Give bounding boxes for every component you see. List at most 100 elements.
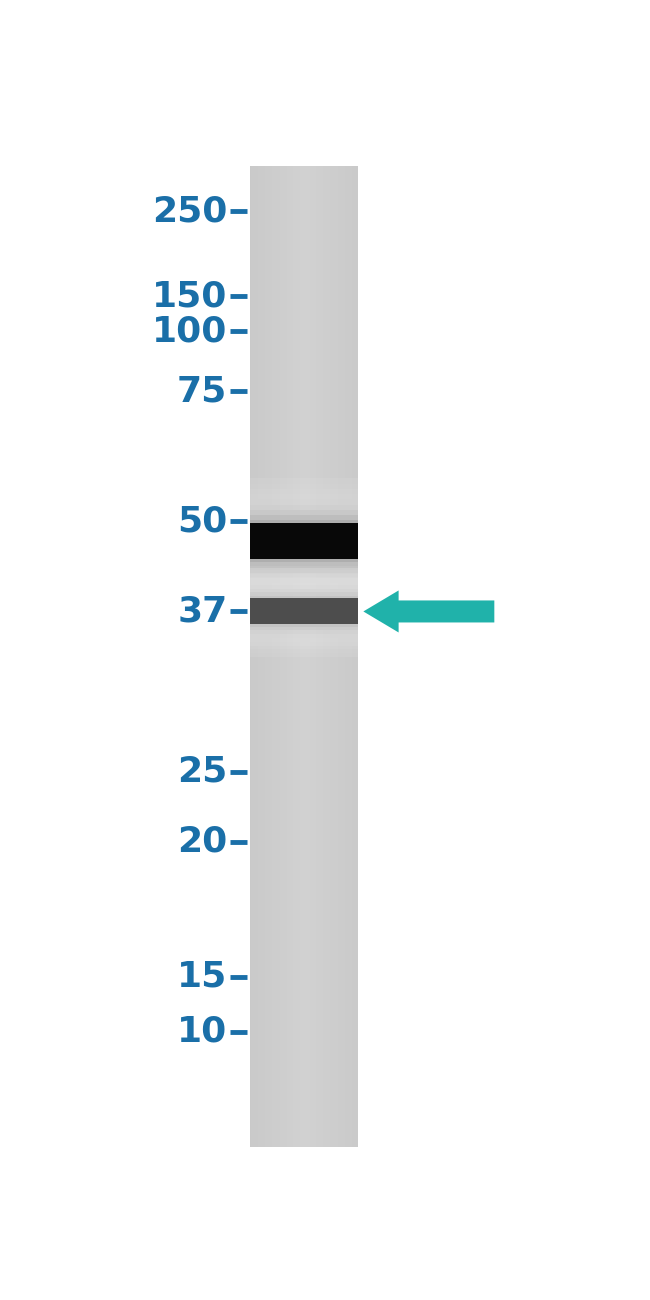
Text: 50: 50	[177, 504, 228, 538]
FancyArrow shape	[363, 590, 494, 633]
Text: 15: 15	[177, 959, 228, 993]
Bar	[308, 166, 309, 1147]
Bar	[283, 166, 284, 1147]
Bar	[337, 166, 338, 1147]
Bar	[315, 166, 317, 1147]
Bar	[332, 166, 333, 1147]
Bar	[296, 166, 298, 1147]
Text: 10: 10	[177, 1015, 228, 1049]
Bar	[333, 166, 334, 1147]
Text: 150: 150	[152, 280, 228, 313]
Bar	[309, 166, 311, 1147]
Bar	[250, 604, 358, 619]
Bar	[304, 166, 306, 1147]
Text: 37: 37	[177, 594, 228, 628]
Bar	[250, 581, 358, 642]
Bar	[277, 166, 278, 1147]
Bar	[312, 166, 314, 1147]
Bar	[330, 166, 332, 1147]
Bar	[322, 166, 323, 1147]
Bar	[284, 166, 285, 1147]
Bar	[299, 166, 300, 1147]
Bar	[320, 166, 322, 1147]
Bar	[250, 525, 358, 558]
Bar	[252, 166, 253, 1147]
Bar	[250, 589, 358, 634]
Bar	[250, 566, 358, 656]
Bar	[250, 166, 252, 1147]
Bar	[262, 166, 263, 1147]
Bar	[334, 166, 335, 1147]
Bar	[353, 166, 354, 1147]
Bar	[273, 166, 274, 1147]
Bar	[302, 166, 303, 1147]
Bar	[250, 478, 358, 604]
Bar	[328, 166, 330, 1147]
Bar	[323, 166, 324, 1147]
Bar	[306, 166, 307, 1147]
Bar	[357, 166, 358, 1147]
Bar	[346, 166, 348, 1147]
Bar	[319, 166, 320, 1147]
Bar	[250, 601, 358, 623]
Bar	[265, 166, 266, 1147]
Bar	[250, 577, 358, 646]
Bar	[257, 166, 258, 1147]
Bar	[281, 166, 283, 1147]
Bar	[287, 166, 288, 1147]
Bar	[356, 166, 357, 1147]
Bar	[311, 166, 312, 1147]
Bar	[280, 166, 281, 1147]
Bar	[250, 597, 358, 627]
Bar	[268, 166, 269, 1147]
Bar	[307, 166, 308, 1147]
Bar	[352, 166, 353, 1147]
Bar	[250, 593, 358, 630]
Bar	[303, 166, 304, 1147]
Bar	[250, 520, 358, 563]
Bar	[250, 524, 358, 559]
Bar	[255, 166, 257, 1147]
Bar	[272, 166, 273, 1147]
Bar	[292, 166, 293, 1147]
Bar	[250, 499, 358, 584]
Bar	[294, 166, 296, 1147]
Bar	[250, 569, 358, 653]
Bar	[269, 166, 270, 1147]
Bar	[326, 166, 327, 1147]
Bar	[288, 166, 289, 1147]
Bar	[250, 484, 358, 599]
Bar	[278, 166, 280, 1147]
Bar	[285, 166, 287, 1147]
Bar	[335, 166, 337, 1147]
Bar	[254, 166, 255, 1147]
Bar	[289, 166, 291, 1147]
Bar	[259, 166, 261, 1147]
Bar	[318, 166, 319, 1147]
Bar	[258, 166, 259, 1147]
Bar	[343, 166, 344, 1147]
Bar	[298, 166, 299, 1147]
Bar	[270, 166, 272, 1147]
Bar	[253, 166, 254, 1147]
Bar	[324, 166, 326, 1147]
Bar	[250, 510, 358, 573]
Bar	[250, 489, 358, 594]
Bar	[339, 166, 341, 1147]
Bar	[338, 166, 339, 1147]
Bar	[261, 166, 262, 1147]
Bar	[342, 166, 343, 1147]
Bar	[250, 530, 358, 552]
Bar	[354, 166, 356, 1147]
Bar	[317, 166, 318, 1147]
Bar	[314, 166, 315, 1147]
Bar	[250, 585, 358, 638]
Bar	[341, 166, 342, 1147]
Text: 25: 25	[177, 754, 228, 789]
Bar	[350, 166, 352, 1147]
Bar	[276, 166, 277, 1147]
Bar	[250, 573, 358, 650]
Bar	[266, 166, 268, 1147]
Bar	[348, 166, 349, 1147]
Text: 20: 20	[177, 824, 228, 859]
